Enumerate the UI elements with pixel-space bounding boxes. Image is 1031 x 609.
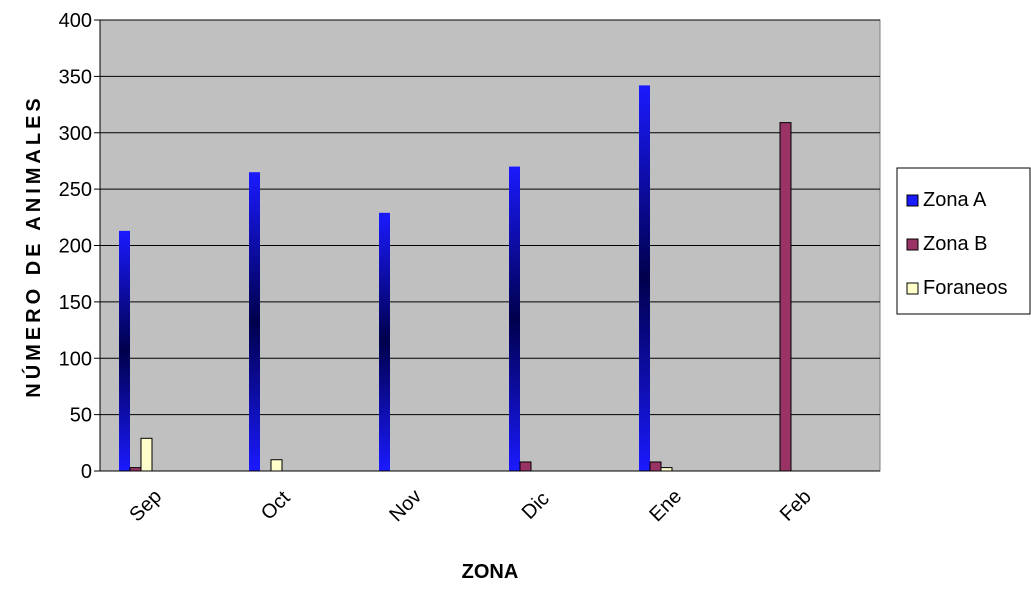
y-tick-label: 350 xyxy=(59,66,92,88)
legend-label: Foraneos xyxy=(923,277,1008,299)
x-tick-label: Feb xyxy=(776,486,816,526)
y-tick-label: 250 xyxy=(59,179,92,201)
bar-zona-a-sep xyxy=(119,230,130,471)
legend-swatch xyxy=(906,282,919,295)
bar-zona-a-oct xyxy=(249,172,260,471)
x-tick-label: Ene xyxy=(645,485,686,526)
y-tick-label: 50 xyxy=(70,405,92,427)
bar-zona-a-dic xyxy=(509,166,520,471)
bar-foraneos-sep xyxy=(140,437,153,472)
bars xyxy=(119,85,792,472)
bar-zona-a-ene xyxy=(639,85,650,472)
legend-swatch xyxy=(906,238,919,251)
bar-foraneos-ene xyxy=(660,467,673,472)
x-tick-label: Dic xyxy=(518,488,554,524)
bar-zona-b-dic xyxy=(519,461,532,472)
x-tick-label: Nov xyxy=(385,485,426,526)
x-tick-label: Sep xyxy=(125,485,166,526)
y-tick-label: 100 xyxy=(59,348,92,370)
y-tick-label: 0 xyxy=(81,461,92,483)
y-tick-labels: 0 50 100 150 200 250 300 350 400 xyxy=(59,10,92,483)
bar-zona-b-ene xyxy=(649,461,662,472)
y-tick-label: 200 xyxy=(59,236,92,258)
bar-foraneos-oct xyxy=(270,459,283,472)
x-axis-title: ZONA xyxy=(462,561,519,583)
y-tick-label: 300 xyxy=(59,123,92,145)
legend-label: Zona A xyxy=(923,189,987,211)
y-tick-label: 400 xyxy=(59,10,92,32)
y-tick-label: 150 xyxy=(59,292,92,314)
bar-zona-b-sep xyxy=(129,467,142,472)
bar-zona-a-nov xyxy=(379,212,390,472)
legend-box xyxy=(896,167,1031,315)
x-tick-labels: Sep Oct Nov Dic Ene Feb xyxy=(125,485,815,526)
axes xyxy=(94,19,880,472)
x-tick-label: Oct xyxy=(257,487,295,525)
legend: Zona A Zona B Foraneos xyxy=(896,167,1031,315)
y-axis-title: NÚMERO DE ANIMALES xyxy=(21,94,45,397)
legend-swatch xyxy=(906,194,919,207)
legend-label: Zona B xyxy=(923,233,987,255)
bar-zona-b-feb xyxy=(779,122,792,472)
gridlines xyxy=(100,19,880,416)
